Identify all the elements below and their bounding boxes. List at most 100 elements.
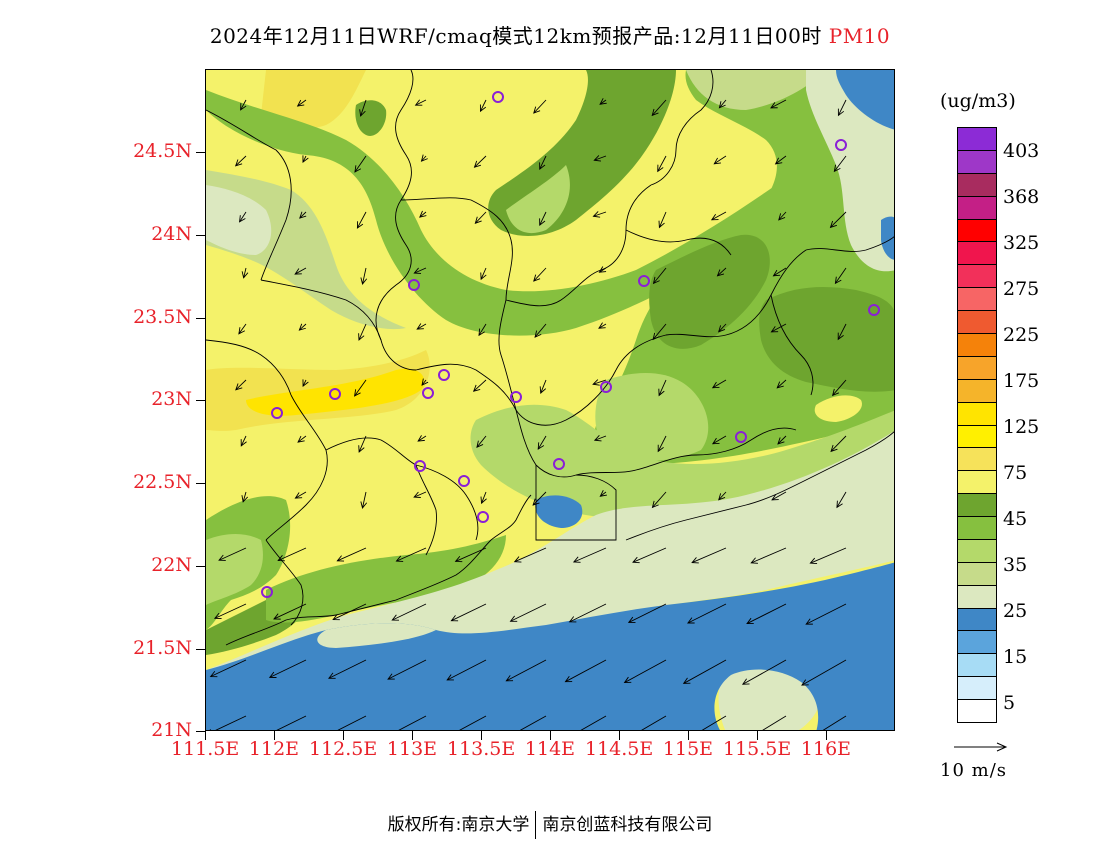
wind-arrow (276, 715, 307, 730)
wind-arrow (658, 211, 667, 229)
wind-arrow (809, 547, 847, 565)
wind-arrow (778, 211, 787, 221)
wind-arrow (413, 491, 427, 498)
colorbar-label: 45 (1003, 508, 1028, 530)
lon-tick-label: 114.5E (585, 738, 654, 760)
pm10-zone-15-ne-sea (836, 70, 894, 130)
wind-arrow (651, 99, 667, 117)
wind-arrow (657, 155, 667, 173)
wind-arrow (354, 379, 367, 397)
wind-arrow (273, 603, 307, 620)
pm10-zone-15-sea (206, 562, 894, 730)
wind-arrow (532, 491, 547, 506)
wind-arrow (657, 435, 667, 453)
wind-arrow (822, 715, 847, 730)
wind-arrow (354, 155, 367, 173)
monitoring-station-marker (868, 304, 880, 316)
wind-vectors (209, 98, 847, 730)
lon-tick-label: 112.5E (309, 738, 378, 760)
wind-arrow (741, 659, 787, 685)
lat-tick-label: 23N (151, 388, 192, 410)
wind-arrow (391, 603, 427, 621)
pm10-zone-35-south-coast (266, 535, 506, 623)
wind-arrow (598, 322, 607, 329)
wind-arrow (776, 379, 787, 389)
wind-arrow (472, 379, 487, 392)
monitoring-station-marker (492, 91, 504, 103)
wind-arrow (416, 323, 427, 330)
lon-tick (757, 731, 758, 740)
colorbar-label: 75 (1003, 462, 1028, 484)
colorbar-segment (957, 195, 997, 220)
colorbar-segment (957, 630, 997, 655)
wind-arrow (713, 155, 727, 165)
colorbar-segment (957, 699, 997, 723)
wind-arrow (450, 603, 487, 622)
wind-arrow (240, 435, 247, 447)
wind-arrow (801, 659, 847, 686)
colorbar-segment (957, 378, 997, 403)
colorbar-segment (957, 584, 997, 609)
wind-arrow (830, 435, 847, 453)
wind-arrow (209, 659, 247, 678)
wind-arrow (387, 659, 427, 680)
wind-arrow (534, 323, 547, 338)
lat-tick-label: 24N (151, 223, 192, 245)
wind-arrow (627, 603, 667, 623)
wind-arrow (234, 155, 247, 167)
wind-arrow (652, 267, 667, 285)
lat-tick (196, 235, 205, 236)
wind-arrow (336, 547, 367, 562)
footer-separator (535, 811, 537, 839)
wind-arrow (711, 435, 727, 445)
wind-arrow (832, 379, 847, 397)
wind-arrow (337, 715, 367, 730)
wind-arrow (209, 715, 247, 730)
colorbar-segment (957, 424, 997, 449)
wind-arrow (235, 379, 247, 391)
lat-tick-label: 22.5N (133, 471, 192, 493)
lat-tick-label: 22N (151, 554, 192, 576)
lon-tick (274, 731, 275, 740)
wind-arrow (718, 323, 727, 333)
colorbar-label: 275 (1003, 278, 1040, 300)
wind-arrow (750, 547, 787, 564)
lon-tick-label: 116E (800, 738, 852, 760)
wind-arrow (837, 99, 847, 117)
lat-tick (196, 318, 205, 319)
colorbar-segment (957, 310, 997, 334)
lon-tick (481, 731, 482, 740)
colorbar-segment (957, 172, 997, 197)
wind-arrow (777, 435, 787, 445)
lon-tick-label: 114E (524, 738, 576, 760)
wind-reference-label: 10 m/s (940, 760, 1007, 781)
copyright-footer: 版权所有:南京大学 南京创蓝科技有限公司 (0, 810, 1100, 839)
colorbar-segment (957, 287, 997, 312)
wind-arrow (358, 323, 367, 341)
wind-arrow (241, 491, 249, 503)
wind-arrow (505, 659, 547, 682)
wind-arrow (302, 155, 309, 163)
wind-arrow (356, 211, 367, 229)
title-product: PM10 (828, 24, 891, 48)
wind-arrow (836, 491, 847, 509)
colorbar-label: 325 (1003, 232, 1040, 254)
monitoring-station-marker (835, 139, 847, 151)
wind-arrow (539, 155, 547, 170)
monitoring-station-marker (458, 475, 470, 487)
wind-arrow (687, 603, 727, 624)
wind-arrow (478, 323, 487, 337)
wind-arrow (474, 211, 487, 224)
footer-left: 版权所有:南京大学 (387, 815, 530, 835)
wind-arrow (829, 211, 847, 229)
pm10-zone-25-nw (206, 185, 272, 255)
colorbar-segment (957, 607, 997, 632)
wind-arrow (771, 491, 787, 501)
wind-arrow (332, 603, 367, 621)
wind-arrow (414, 99, 427, 106)
colorbar-segment (957, 538, 997, 563)
wind-arrow (718, 99, 727, 109)
wind-arrow (420, 154, 428, 162)
wind-arrow (238, 323, 247, 335)
colorbar-label: 403 (1003, 140, 1040, 162)
